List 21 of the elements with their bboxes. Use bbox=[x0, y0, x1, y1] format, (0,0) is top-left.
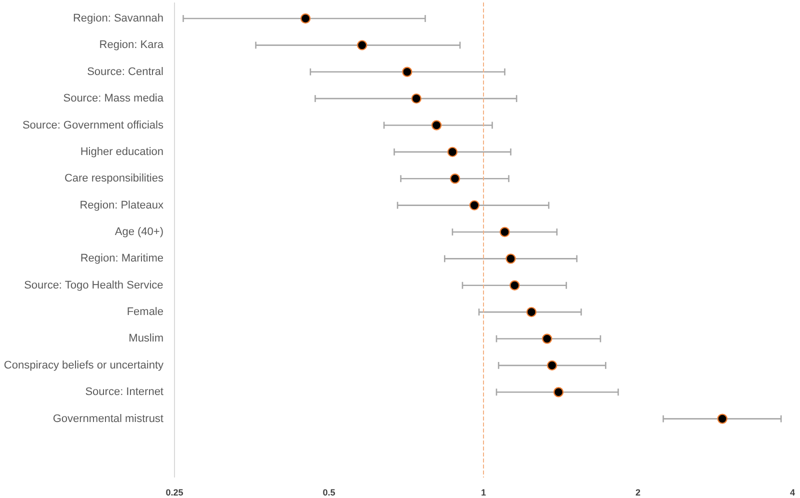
y-tick-label: Source: Central bbox=[87, 66, 164, 78]
y-tick-label: Region: Kara bbox=[99, 39, 164, 52]
y-tick-label: Age (40+) bbox=[114, 226, 164, 238]
y-tick-label: Source: Togo Health Service bbox=[24, 279, 164, 292]
y-tick-label: Muslim bbox=[128, 332, 164, 345]
x-tick-label: 2 bbox=[635, 488, 641, 498]
y-tick-label: Source: Government officials bbox=[22, 119, 164, 132]
x-tick-label: 0.25 bbox=[166, 488, 184, 498]
y-tick-label: Source: Internet bbox=[85, 386, 164, 398]
x-tick-label: 1 bbox=[480, 488, 486, 498]
y-tick-label: Region: Maritime bbox=[80, 252, 164, 265]
y-tick-label: Higher education bbox=[80, 146, 164, 158]
x-tick-label: 4 bbox=[790, 488, 796, 498]
y-tick-label: Region: Savannah bbox=[72, 12, 164, 25]
y-tick-label: Female bbox=[126, 306, 164, 318]
y-tick-label: Region: Plateaux bbox=[80, 199, 164, 212]
y-tick-label: Source: Mass media bbox=[63, 92, 164, 105]
y-tick-label: Governmental mistrust bbox=[52, 412, 164, 425]
y-tick-label: Conspiracy beliefs or uncertainty bbox=[4, 359, 164, 372]
y-tick-label: Care responsibilities bbox=[64, 172, 164, 185]
x-tick-label: 0.5 bbox=[322, 488, 336, 498]
